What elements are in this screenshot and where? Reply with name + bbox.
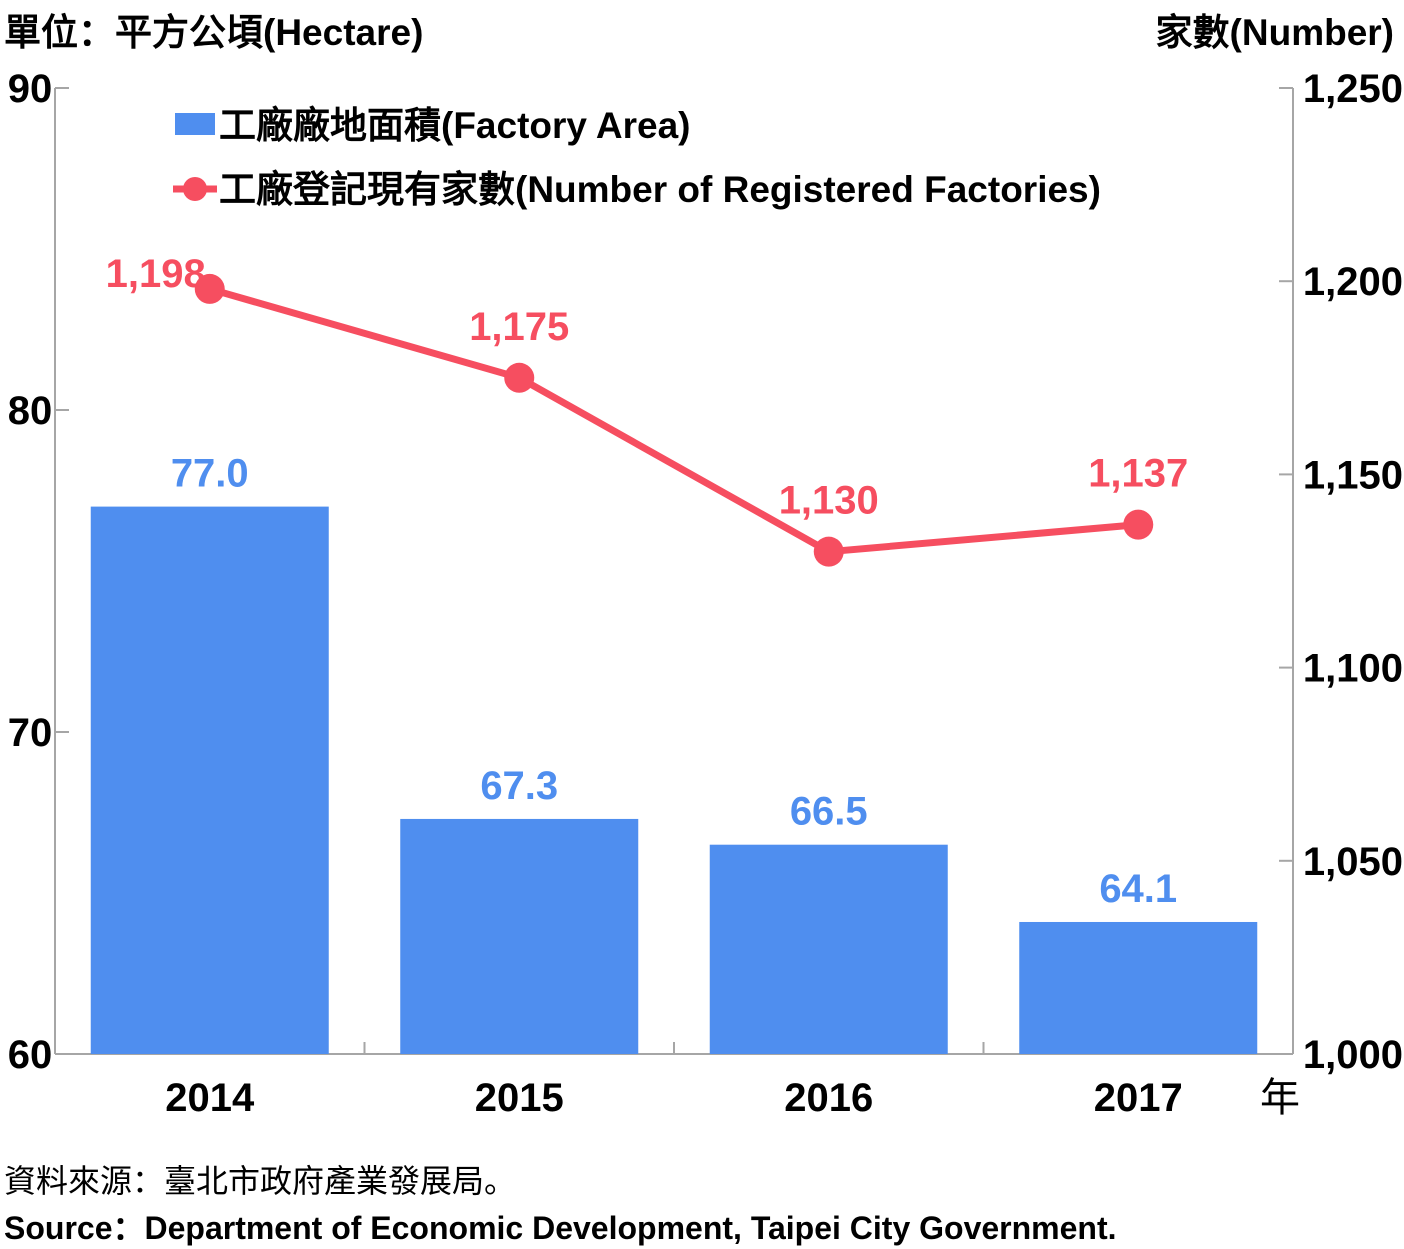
source-en: Source：Department of Economic Developmen… — [4, 1210, 1117, 1246]
bar-data-label: 64.1 — [1099, 867, 1177, 911]
legend-line-marker — [183, 177, 207, 201]
line-series: 1,198 1,175 1,130 1,137 — [106, 252, 1188, 567]
y-right-tick-label: 1,000 — [1303, 1033, 1403, 1077]
line-data-label: 1,198 — [106, 252, 206, 296]
line-point — [813, 536, 844, 567]
line-point — [194, 273, 225, 304]
line-point — [504, 362, 535, 393]
right-axis-unit: 家數(Number) — [1155, 12, 1394, 53]
bar-data-label: 77.0 — [171, 452, 249, 496]
legend: 工廠廠地面積(Factory Area) 工廠登記現有家數(Number of … — [173, 104, 1101, 210]
y-right-tick-label: 1,250 — [1303, 67, 1403, 111]
y-right-tick-label: 1,050 — [1303, 840, 1403, 884]
line-data-label: 1,137 — [1088, 452, 1188, 496]
legend-bar-label: 工廠廠地面積(Factory Area) — [219, 104, 690, 146]
line-data-label: 1,175 — [469, 305, 569, 349]
y-left-tick-label: 90 — [8, 67, 53, 111]
line-point — [1123, 509, 1154, 540]
y-right-tick-label: 1,150 — [1303, 453, 1403, 497]
series-line — [208, 285, 1139, 556]
bar-data-label: 66.5 — [790, 790, 868, 834]
y-left-tick-label: 70 — [8, 711, 53, 755]
bar — [1019, 921, 1258, 1054]
x-tick-label: 2014 — [165, 1076, 255, 1120]
combo-chart: 60 70 80 90 1,000 1,050 1,100 1,150 1,200 1,250 20… — [8, 67, 1403, 1120]
source-zh: 資料來源：臺北市政府產業發展局。 — [4, 1163, 517, 1199]
bar-series: 77.0 67.3 66.5 64.1 — [90, 452, 1258, 1055]
bar — [400, 818, 639, 1054]
x-tick-label: 2016 — [784, 1076, 873, 1120]
y-right-tick-label: 1,100 — [1303, 647, 1403, 691]
legend-bar-swatch — [175, 113, 215, 135]
chart-axes: 60 70 80 90 1,000 1,050 1,100 1,150 1,200 1,250 20… — [8, 67, 1403, 1120]
bar — [709, 844, 948, 1054]
x-tick-label: 2017 — [1094, 1076, 1183, 1120]
line-data-label: 1,130 — [779, 479, 879, 523]
bar — [90, 506, 329, 1055]
y-right-tick-label: 1,200 — [1303, 260, 1403, 304]
legend-line-label: 工廠登記現有家數(Number of Registered Factories) — [219, 168, 1101, 210]
x-axis-unit: 年 — [1260, 1076, 1300, 1120]
y-left-tick-label: 60 — [8, 1033, 53, 1077]
bar-data-label: 67.3 — [480, 764, 558, 808]
x-tick-label: 2015 — [475, 1076, 564, 1120]
left-axis-unit: 單位：平方公頃(Hectare) — [4, 12, 424, 53]
y-left-tick-label: 80 — [8, 389, 53, 433]
